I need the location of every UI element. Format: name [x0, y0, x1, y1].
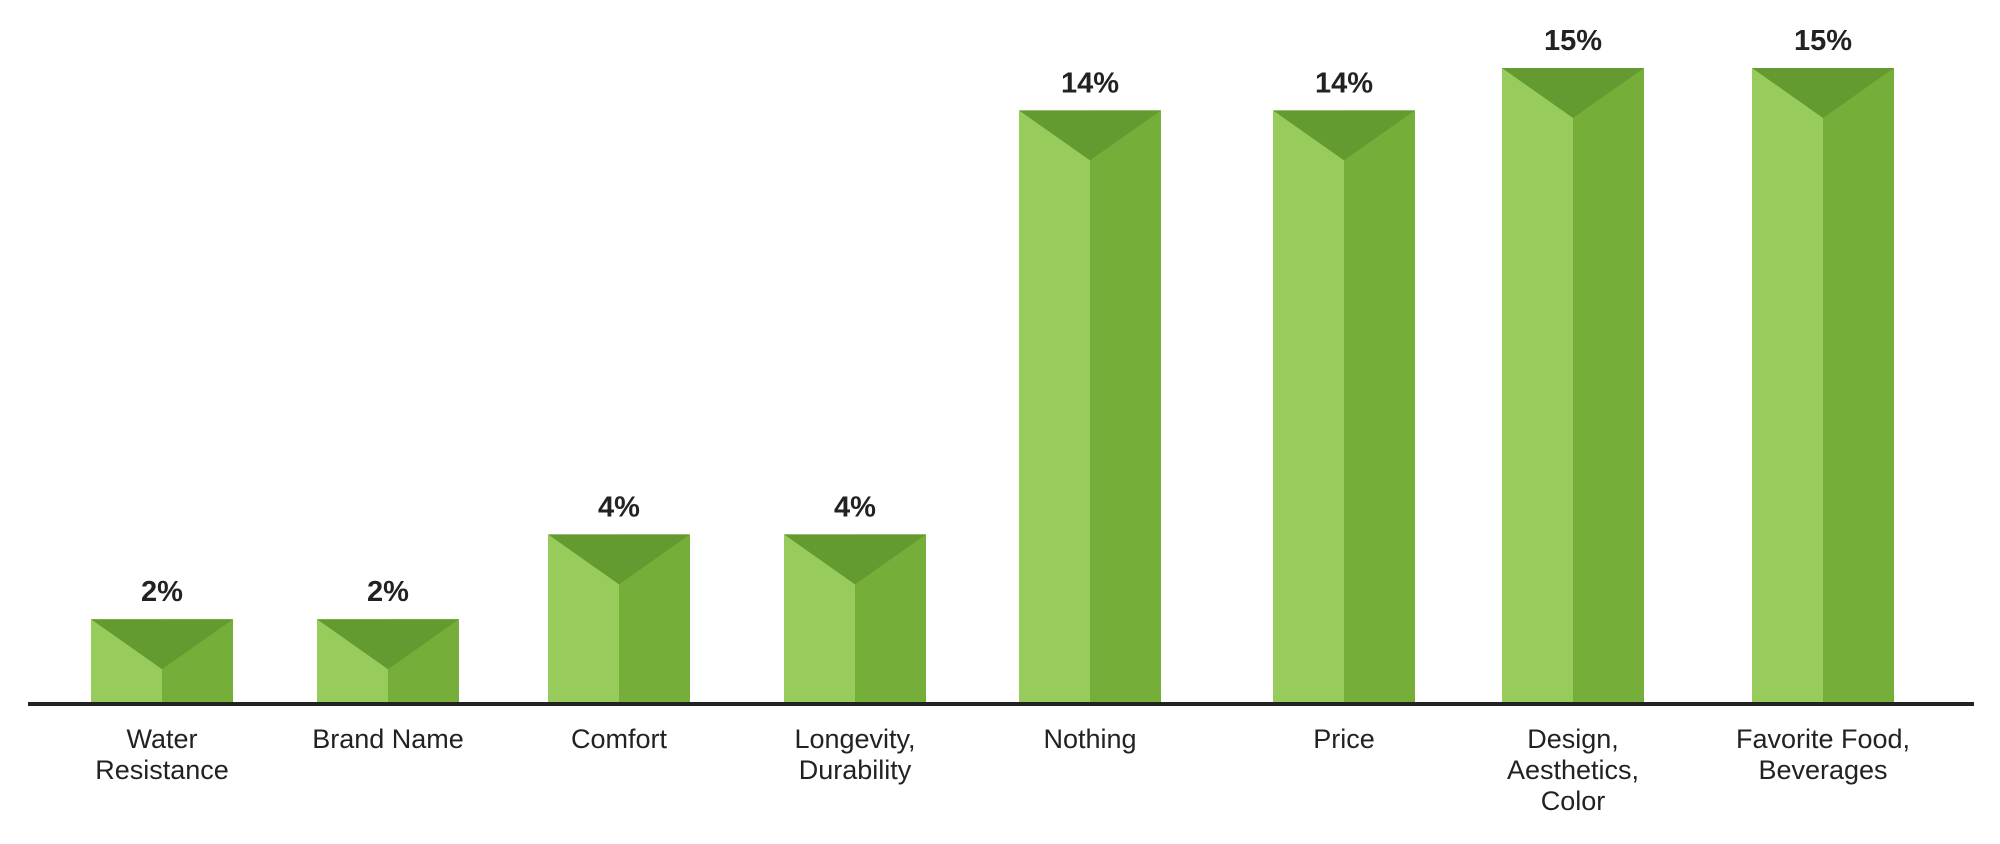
bar [548, 534, 690, 704]
value-label: 15% [1544, 25, 1602, 57]
value-label: 4% [834, 491, 876, 523]
category-label: Brand Name [312, 724, 464, 754]
bar-top-face [1019, 110, 1161, 161]
bar [784, 534, 926, 704]
bar-top-face [91, 619, 233, 670]
bar-right-face [1573, 68, 1644, 704]
bar-left-face [1752, 68, 1823, 704]
value-label: 4% [598, 491, 640, 523]
value-label: 14% [1061, 67, 1119, 99]
bar-right-face [1090, 110, 1161, 704]
category-label: Design, Aesthetics, Color [1507, 724, 1639, 816]
category-label: Comfort [571, 724, 668, 754]
category-label: Nothing [1043, 724, 1136, 754]
bar [1502, 68, 1644, 704]
bar [1273, 110, 1415, 704]
bar-top-face [1502, 68, 1644, 118]
bar-top-face [317, 619, 459, 670]
bar-left-face [1502, 68, 1573, 704]
value-label: 2% [141, 576, 183, 608]
bar [1752, 68, 1894, 704]
bar-top-face [1273, 110, 1415, 161]
value-label: 2% [367, 576, 409, 608]
bar [91, 619, 233, 704]
value-label: 15% [1794, 25, 1852, 57]
category-label: Favorite Food, Beverages [1736, 724, 1910, 785]
category-label: Water Resistance [95, 724, 229, 785]
bar-left-face [1019, 110, 1090, 704]
bar [1019, 110, 1161, 704]
bar-right-face [1344, 110, 1415, 704]
bar-right-face [1823, 68, 1894, 704]
bar-top-face [548, 534, 690, 585]
bar-top-face [784, 534, 926, 585]
bar [317, 619, 459, 704]
bar-top-face [1752, 68, 1894, 118]
bar-left-face [1273, 110, 1344, 704]
value-label: 14% [1315, 67, 1373, 99]
category-label: Longevity, Durability [794, 724, 915, 785]
category-label: Price [1313, 724, 1375, 754]
